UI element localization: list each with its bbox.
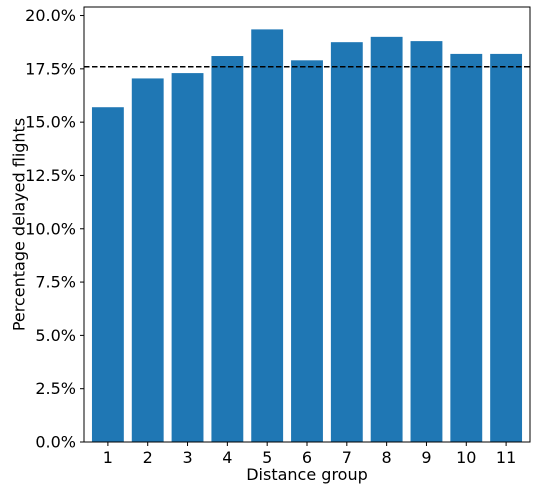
- y-tick-label: 15.0%: [25, 113, 76, 132]
- y-tick-label: 20.0%: [25, 6, 76, 25]
- x-tick-label: 10: [456, 448, 476, 467]
- bar-7: [330, 42, 363, 443]
- bar-4: [211, 56, 244, 442]
- x-tick-label: 11: [496, 448, 516, 467]
- bar-10: [450, 53, 483, 442]
- x-tick-label: 7: [342, 448, 352, 467]
- x-tick-label: 2: [143, 448, 153, 467]
- x-axis-label: Distance group: [246, 465, 368, 484]
- bar-11: [490, 53, 523, 442]
- y-tick-label: 0.0%: [35, 433, 76, 452]
- bar-5: [251, 29, 284, 442]
- bar-6: [291, 60, 323, 443]
- x-tick-label: 6: [302, 448, 312, 467]
- bar-2: [131, 78, 164, 443]
- x-axis-ticks: 1 2 3 4 5 6 7 8 9 10 11: [103, 442, 516, 467]
- y-tick-label: 10.0%: [25, 219, 76, 238]
- bar-3: [171, 73, 204, 442]
- bars-group: [91, 29, 523, 443]
- x-tick-label: 1: [103, 448, 113, 467]
- y-axis-label: Percentage delayed flights: [10, 118, 29, 331]
- y-tick-label: 2.5%: [35, 379, 76, 398]
- bar-1: [91, 107, 124, 442]
- x-tick-label: 4: [222, 448, 232, 467]
- y-tick-label: 5.0%: [35, 326, 76, 345]
- x-tick-label: 5: [262, 448, 272, 467]
- x-tick-label: 8: [382, 448, 392, 467]
- y-tick-label: 12.5%: [25, 166, 76, 185]
- x-tick-label: 3: [182, 448, 192, 467]
- y-tick-label: 7.5%: [35, 273, 76, 292]
- y-tick-label: 17.5%: [25, 59, 76, 78]
- bar-8: [370, 36, 403, 442]
- bar-9: [410, 41, 443, 443]
- x-tick-label: 9: [421, 448, 431, 467]
- y-axis-ticks: 0.0% 2.5% 5.0% 7.5% 10.0% 12.5% 15.0% 17.5% 20.0…: [25, 6, 84, 452]
